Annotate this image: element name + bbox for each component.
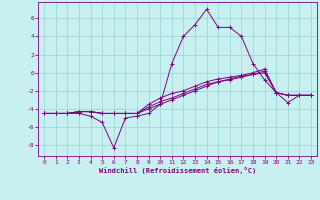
X-axis label: Windchill (Refroidissement éolien,°C): Windchill (Refroidissement éolien,°C)	[99, 167, 256, 174]
